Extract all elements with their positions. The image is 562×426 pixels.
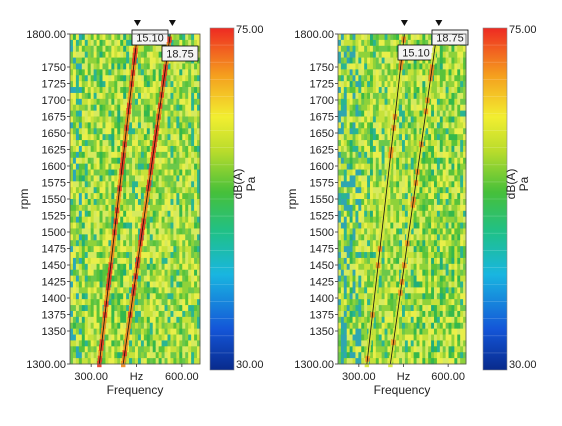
colorbar-unit-label: dB(A): [231, 169, 245, 200]
y-axis-label: rpm: [17, 189, 31, 210]
y-tick-label: 1550: [42, 194, 66, 206]
y-tick-label: 1525: [310, 211, 334, 223]
order-callout-label: 15.10: [402, 48, 430, 60]
y-tick-label: 1525: [42, 211, 66, 223]
spectrogram-field: [70, 34, 200, 364]
y-tick-label: 1450: [42, 260, 66, 272]
y-tick-label: 1800.00: [26, 29, 66, 41]
y-tick-label: 1675: [42, 112, 66, 124]
y-tick-label: 1400: [310, 293, 334, 305]
y-tick-label: 1575: [42, 178, 66, 190]
y-tick-label: 1375: [42, 310, 66, 322]
colorbar-unit-label: dB(A): [504, 169, 518, 200]
y-tick-label: 1375: [310, 310, 334, 322]
colorbar-max-label: 75.00: [236, 24, 264, 36]
y-tick-label: 1600: [310, 161, 334, 173]
y-tick-label: 1575: [310, 178, 334, 190]
y-tick-label: 1600: [42, 161, 66, 173]
colorbar-unit-label: Pa: [517, 176, 531, 191]
y-tick-label: 1700: [42, 95, 66, 107]
colorbar-unit-label: Pa: [244, 176, 258, 191]
y-tick-label: 1425: [310, 277, 334, 289]
y-tick-label: 1500: [310, 227, 334, 239]
x-tick-label: Hz: [397, 371, 410, 383]
colorbar: 75.00 30.00 dB(A)Pa: [210, 24, 264, 371]
y-tick-label: 1350: [310, 326, 334, 338]
y-tick-label: 1425: [42, 277, 66, 289]
y-tick-label: 1350: [42, 326, 66, 338]
y-tick-label: 1500: [42, 227, 66, 239]
y-tick-label: 1750: [42, 62, 66, 74]
y-tick-label: 1800.00: [294, 29, 334, 41]
order-cursor-marker-icon[interactable]: [401, 20, 408, 26]
y-tick-label: 1675: [310, 112, 334, 124]
y-tick-label: 1450: [310, 260, 334, 272]
colorbar-max-label: 75.00: [509, 24, 537, 36]
y-tick-label: 1725: [310, 79, 334, 91]
spectrogram-panel-2: 15.1018.751800.0017501725170016751650162…: [285, 20, 537, 397]
spectrogram-field: [338, 34, 466, 364]
y-tick-label: 1400: [42, 293, 66, 305]
y-tick-label: 1625: [310, 145, 334, 157]
colorbar-min-label: 30.00: [509, 359, 537, 371]
y-tick-label: 1475: [310, 244, 334, 256]
y-tick-label: 1550: [310, 194, 334, 206]
y-tick-label: 1650: [310, 128, 334, 140]
x-axis-label: Frequency: [374, 383, 431, 397]
order-cursor-marker-icon[interactable]: [169, 20, 176, 26]
y-tick-label: 1650: [42, 128, 66, 140]
x-axis-label: Frequency: [107, 383, 164, 397]
x-tick-label: 300.00: [74, 371, 108, 383]
x-tick-label: 300.00: [342, 371, 376, 383]
y-tick-label: 1300.00: [26, 359, 66, 371]
y-tick-label: 1725: [42, 79, 66, 91]
order-cursor-marker-icon[interactable]: [435, 20, 442, 26]
y-tick-label: 1750: [310, 62, 334, 74]
x-tick-label: 600.00: [165, 371, 199, 383]
y-axis-label: rpm: [285, 189, 299, 210]
colorbar-min-label: 30.00: [236, 359, 264, 371]
y-tick-label: 1475: [42, 244, 66, 256]
order-callout-label: 18.75: [166, 49, 194, 61]
y-tick-label: 1700: [310, 95, 334, 107]
x-tick-label: Hz: [130, 371, 143, 383]
x-tick-label: 600.00: [431, 371, 465, 383]
spectrogram-panel-1: 15.1018.751800.0017501725170016751650162…: [17, 20, 264, 397]
order-cursor-marker-icon[interactable]: [134, 20, 141, 26]
y-tick-label: 1625: [42, 145, 66, 157]
y-tick-label: 1300.00: [294, 359, 334, 371]
colorbar: 75.00 30.00 dB(A)Pa: [483, 24, 537, 371]
